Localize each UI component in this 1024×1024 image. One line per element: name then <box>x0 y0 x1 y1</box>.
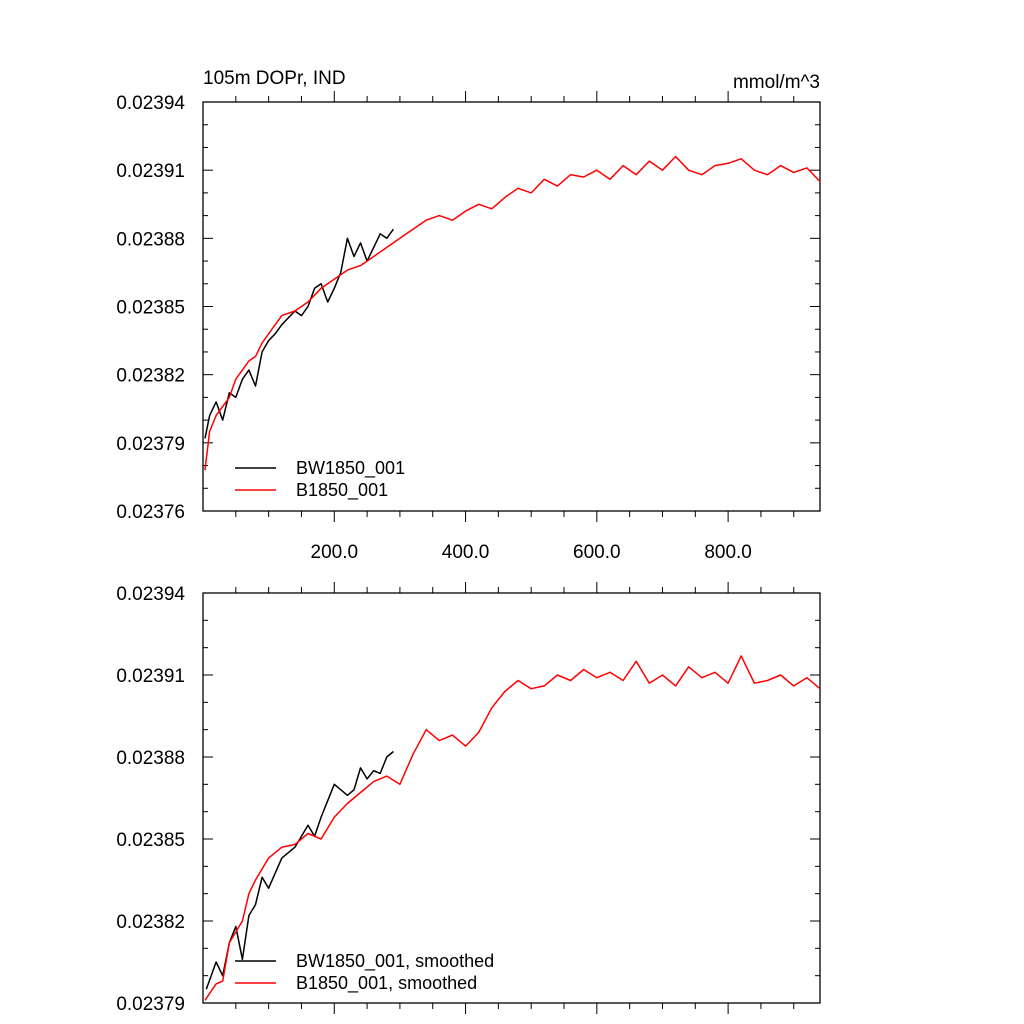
series-line-b1850-001 <box>204 155 821 471</box>
y-tick-label: 0.02379 <box>116 434 185 455</box>
y-tick-label: 0.02376 <box>116 502 185 523</box>
y-tick-label: 0.02391 <box>116 666 185 687</box>
series-line-b1850-001-smoothed <box>204 655 821 1001</box>
x-tick-label: 400.0 <box>442 542 490 563</box>
y-tick-label: 0.02394 <box>116 93 185 114</box>
top-panel: 0.02376 0.02379 0.02382 0.02385 0.02388 0.023… <box>116 91 821 563</box>
chart-title: 105m DOPr, IND <box>203 68 346 89</box>
x-tick-label: 200.0 <box>311 542 359 563</box>
y-tick-label: 0.02382 <box>116 366 185 387</box>
x-tick-label: 800.0 <box>704 542 752 563</box>
y-tick-label: 0.02388 <box>116 748 185 769</box>
y-tick-label: 0.02379 <box>116 994 185 1015</box>
chart-units: mmol/m^3 <box>733 72 820 93</box>
y-tick-label: 0.02388 <box>116 229 185 250</box>
x-tick-label: 600.0 <box>573 542 621 563</box>
series-line-bw1850-001-smoothed <box>205 750 394 990</box>
series-line-bw1850-001 <box>204 228 395 439</box>
bottom-panel: 0.02379 0.02382 0.02385 0.02388 0.02391 0.023… <box>116 582 821 1015</box>
plot-frame <box>202 592 821 1004</box>
y-tick-label: 0.02394 <box>116 584 185 605</box>
y-tick-label: 0.02382 <box>116 912 185 933</box>
y-tick-label: 0.02391 <box>116 161 185 182</box>
legend-label: B1850_001 <box>296 480 388 501</box>
legend-label: B1850_001, smoothed <box>296 973 477 994</box>
y-tick-label: 0.02385 <box>116 830 185 851</box>
y-tick-label: 0.02385 <box>116 298 185 319</box>
legend-label: BW1850_001 <box>296 458 405 479</box>
legend-label: BW1850_001, smoothed <box>296 951 494 972</box>
